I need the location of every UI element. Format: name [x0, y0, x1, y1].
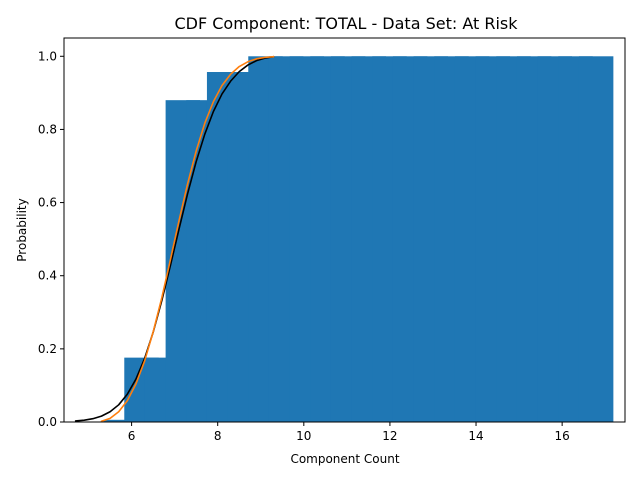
- y-tick-label-5: 1.0: [38, 49, 57, 63]
- y-axis-ticks: 0.0 0.2 0.4 0.6 0.8 1.0: [38, 49, 64, 429]
- x-tick-label-4: 14: [468, 429, 483, 443]
- cdf-lines-layer: [74, 55, 275, 423]
- y-tick-label-4: 0.8: [38, 122, 57, 136]
- cdf-line-1: [100, 55, 275, 423]
- plot-frame: [63, 37, 626, 423]
- y-tick-label-2: 0.4: [38, 269, 57, 283]
- y-tick-label-3: 0.6: [38, 196, 57, 210]
- bar-0: [103, 419, 139, 422]
- x-tick-label-0: 6: [128, 429, 136, 443]
- x-tick-label-3: 12: [382, 429, 397, 443]
- y-tick-label-0: 0.0: [38, 415, 57, 429]
- x-axis-label: Component Count: [290, 452, 399, 466]
- x-tick-label-5: 16: [554, 429, 569, 443]
- chart-title: CDF Component: TOTAL - Data Set: At Risk: [174, 14, 518, 33]
- x-axis-ticks: 6 8 10 12 14 16: [128, 422, 570, 443]
- bars-layer: [103, 56, 614, 423]
- x-tick-label-2: 10: [296, 429, 311, 443]
- bar-23: [578, 56, 614, 422]
- y-axis-label: Probability: [15, 198, 29, 261]
- y-tick-label-1: 0.2: [38, 342, 57, 356]
- cdf-line-0: [74, 55, 275, 422]
- x-tick-label-1: 8: [214, 429, 222, 443]
